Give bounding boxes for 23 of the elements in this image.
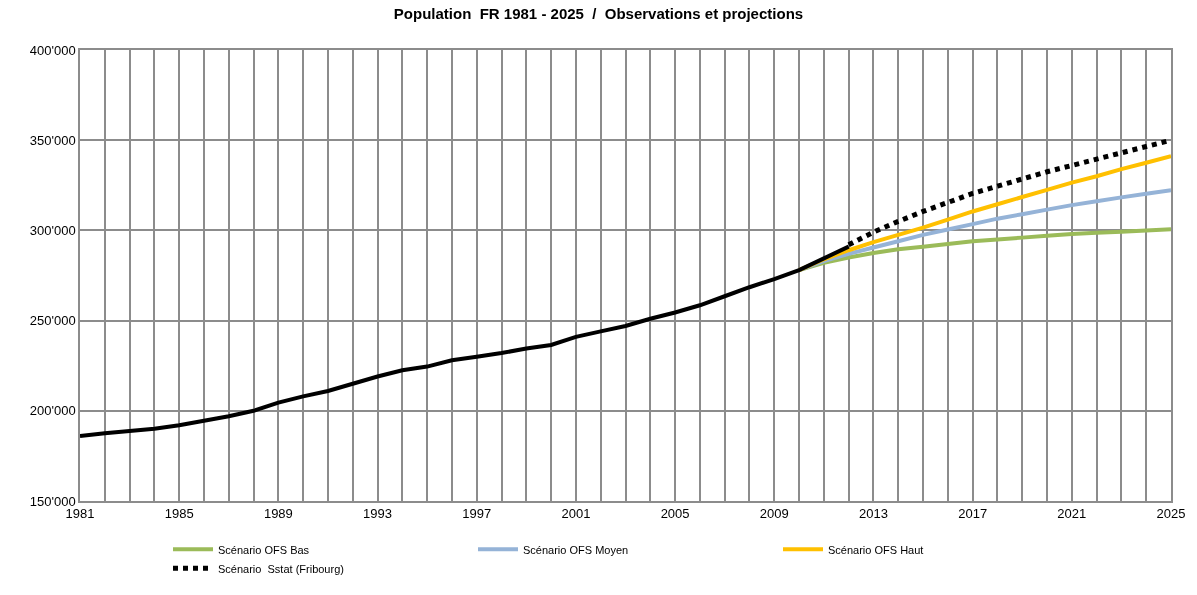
y-tick-label: 150'000 bbox=[29, 493, 76, 509]
legend-label: Scénario Sstat (Fribourg) bbox=[218, 562, 344, 575]
y-tick-label: 300'000 bbox=[29, 222, 76, 238]
x-tick-label: 2013 bbox=[858, 506, 888, 522]
x-tick-label: 1989 bbox=[263, 506, 293, 522]
x-tick-label: 1985 bbox=[164, 506, 194, 522]
x-tick-label: 1997 bbox=[462, 506, 492, 522]
y-tick-label: 350'000 bbox=[29, 132, 76, 148]
legend-label: Scénario OFS Haut bbox=[828, 543, 924, 556]
x-tick-label: 1981 bbox=[65, 506, 95, 522]
x-tick-label: 2001 bbox=[561, 506, 591, 522]
x-tick-label: 2021 bbox=[1057, 506, 1087, 522]
x-tick-label: 2017 bbox=[958, 506, 988, 522]
legend-label: Scénario OFS Moyen bbox=[523, 543, 629, 556]
x-tick-label: 2005 bbox=[660, 506, 690, 522]
chart-title: Population FR 1981 - 2025 / Observations et projections bbox=[393, 5, 804, 23]
x-tick-label: 2009 bbox=[759, 506, 789, 522]
x-tick-label: 1993 bbox=[363, 506, 393, 522]
x-tick-label: 2025 bbox=[1156, 506, 1186, 522]
y-tick-label: 250'000 bbox=[29, 313, 76, 329]
legend-label: Scénario OFS Bas bbox=[218, 543, 310, 556]
y-tick-label: 200'000 bbox=[29, 403, 76, 419]
y-tick-label: 400'000 bbox=[29, 42, 76, 58]
